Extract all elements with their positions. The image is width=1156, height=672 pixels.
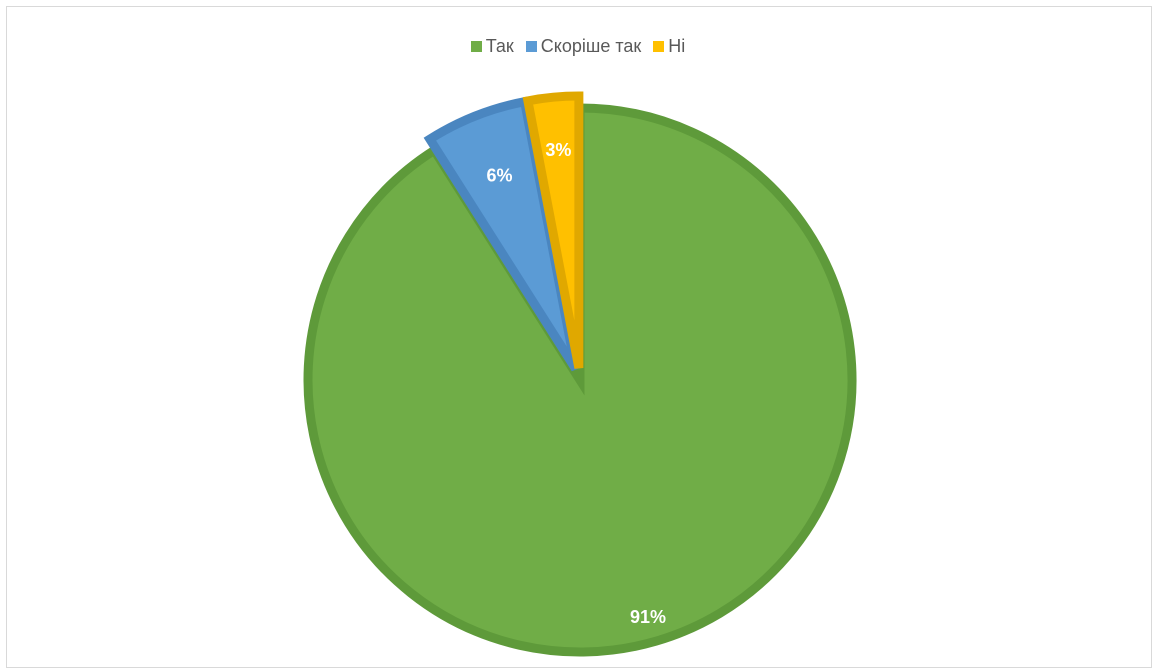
legend-swatch-ni: [653, 41, 665, 52]
legend-label-ni: Ні: [668, 36, 686, 56]
data-label-ni: 3%: [545, 140, 571, 160]
data-label-tak: 91%: [630, 607, 666, 627]
legend-label-tak: Так: [485, 36, 514, 56]
legend-item-ni: Ні: [653, 36, 685, 57]
pie-slices: [303, 91, 857, 657]
legend-swatch-skorishe-tak: [525, 41, 537, 52]
legend-swatch-tak: [470, 41, 482, 52]
legend: Так Скоріше так Ні: [0, 36, 1156, 57]
data-label-skorishe-tak: 6%: [486, 165, 512, 185]
pie-data-labels: 91% 6% 3%: [486, 140, 666, 627]
legend-item-skorishe-tak: Скоріше так: [525, 36, 642, 57]
pie-slice-tak: [303, 103, 857, 657]
pie-slice-ni: [522, 91, 584, 369]
legend-label-skorishe-tak: Скоріше так: [540, 36, 642, 56]
legend-item-tak: Так: [470, 36, 514, 57]
